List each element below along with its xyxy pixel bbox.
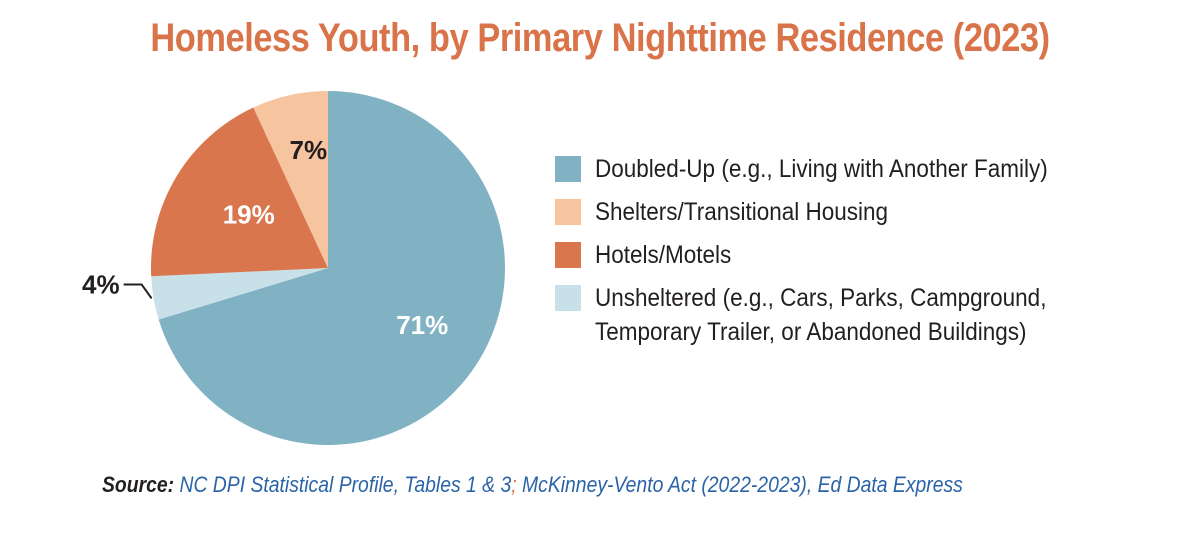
legend-swatch [555,285,581,311]
slice-label-0: 71% [396,310,448,340]
legend-label: Shelters/Transitional Housing [595,198,889,226]
chart-title: Homeless Youth, by Primary Nighttime Res… [150,16,1050,60]
legend-item: Doubled-Up (e.g., Living with Another Fa… [555,152,1155,186]
legend-swatch [555,242,581,268]
legend-item: Shelters/Transitional Housing [555,195,1155,229]
source-reference-1[interactable]: NC DPI Statistical Profile, Tables 1 & 3 [174,472,512,497]
pie-slice-1 [151,268,328,320]
pie-slice-3 [253,91,328,268]
pie-slice-0 [158,91,506,445]
legend-label: Hotels/Motels [595,241,732,269]
source-reference-2[interactable]: McKinney-Vento Act (2022-2023), Ed Data … [516,472,963,497]
source-note: Source: NC DPI Statistical Profile, Tabl… [102,472,963,498]
legend-label: Doubled-Up (e.g., Living with Another Fa… [595,155,1048,183]
legend-swatch [555,156,581,182]
legend-item: Unsheltered (e.g., Cars, Parks, Campgrou… [555,281,1155,349]
slice-label-3: 7% [290,135,328,165]
slice-label-1: 4% [82,269,120,299]
legend-item: Hotels/Motels [555,238,1155,272]
slice-label-2: 19% [223,200,275,230]
slice-leader-line-1 [123,283,153,300]
source-separator: ; [511,472,517,497]
legend-label: Unsheltered (e.g., Cars, Parks, Campgrou… [595,284,1047,346]
pie-slice-2 [151,107,328,277]
legend-swatch [555,199,581,225]
legend: Doubled-Up (e.g., Living with Another Fa… [555,152,1155,358]
source-label: Source: [102,472,175,497]
